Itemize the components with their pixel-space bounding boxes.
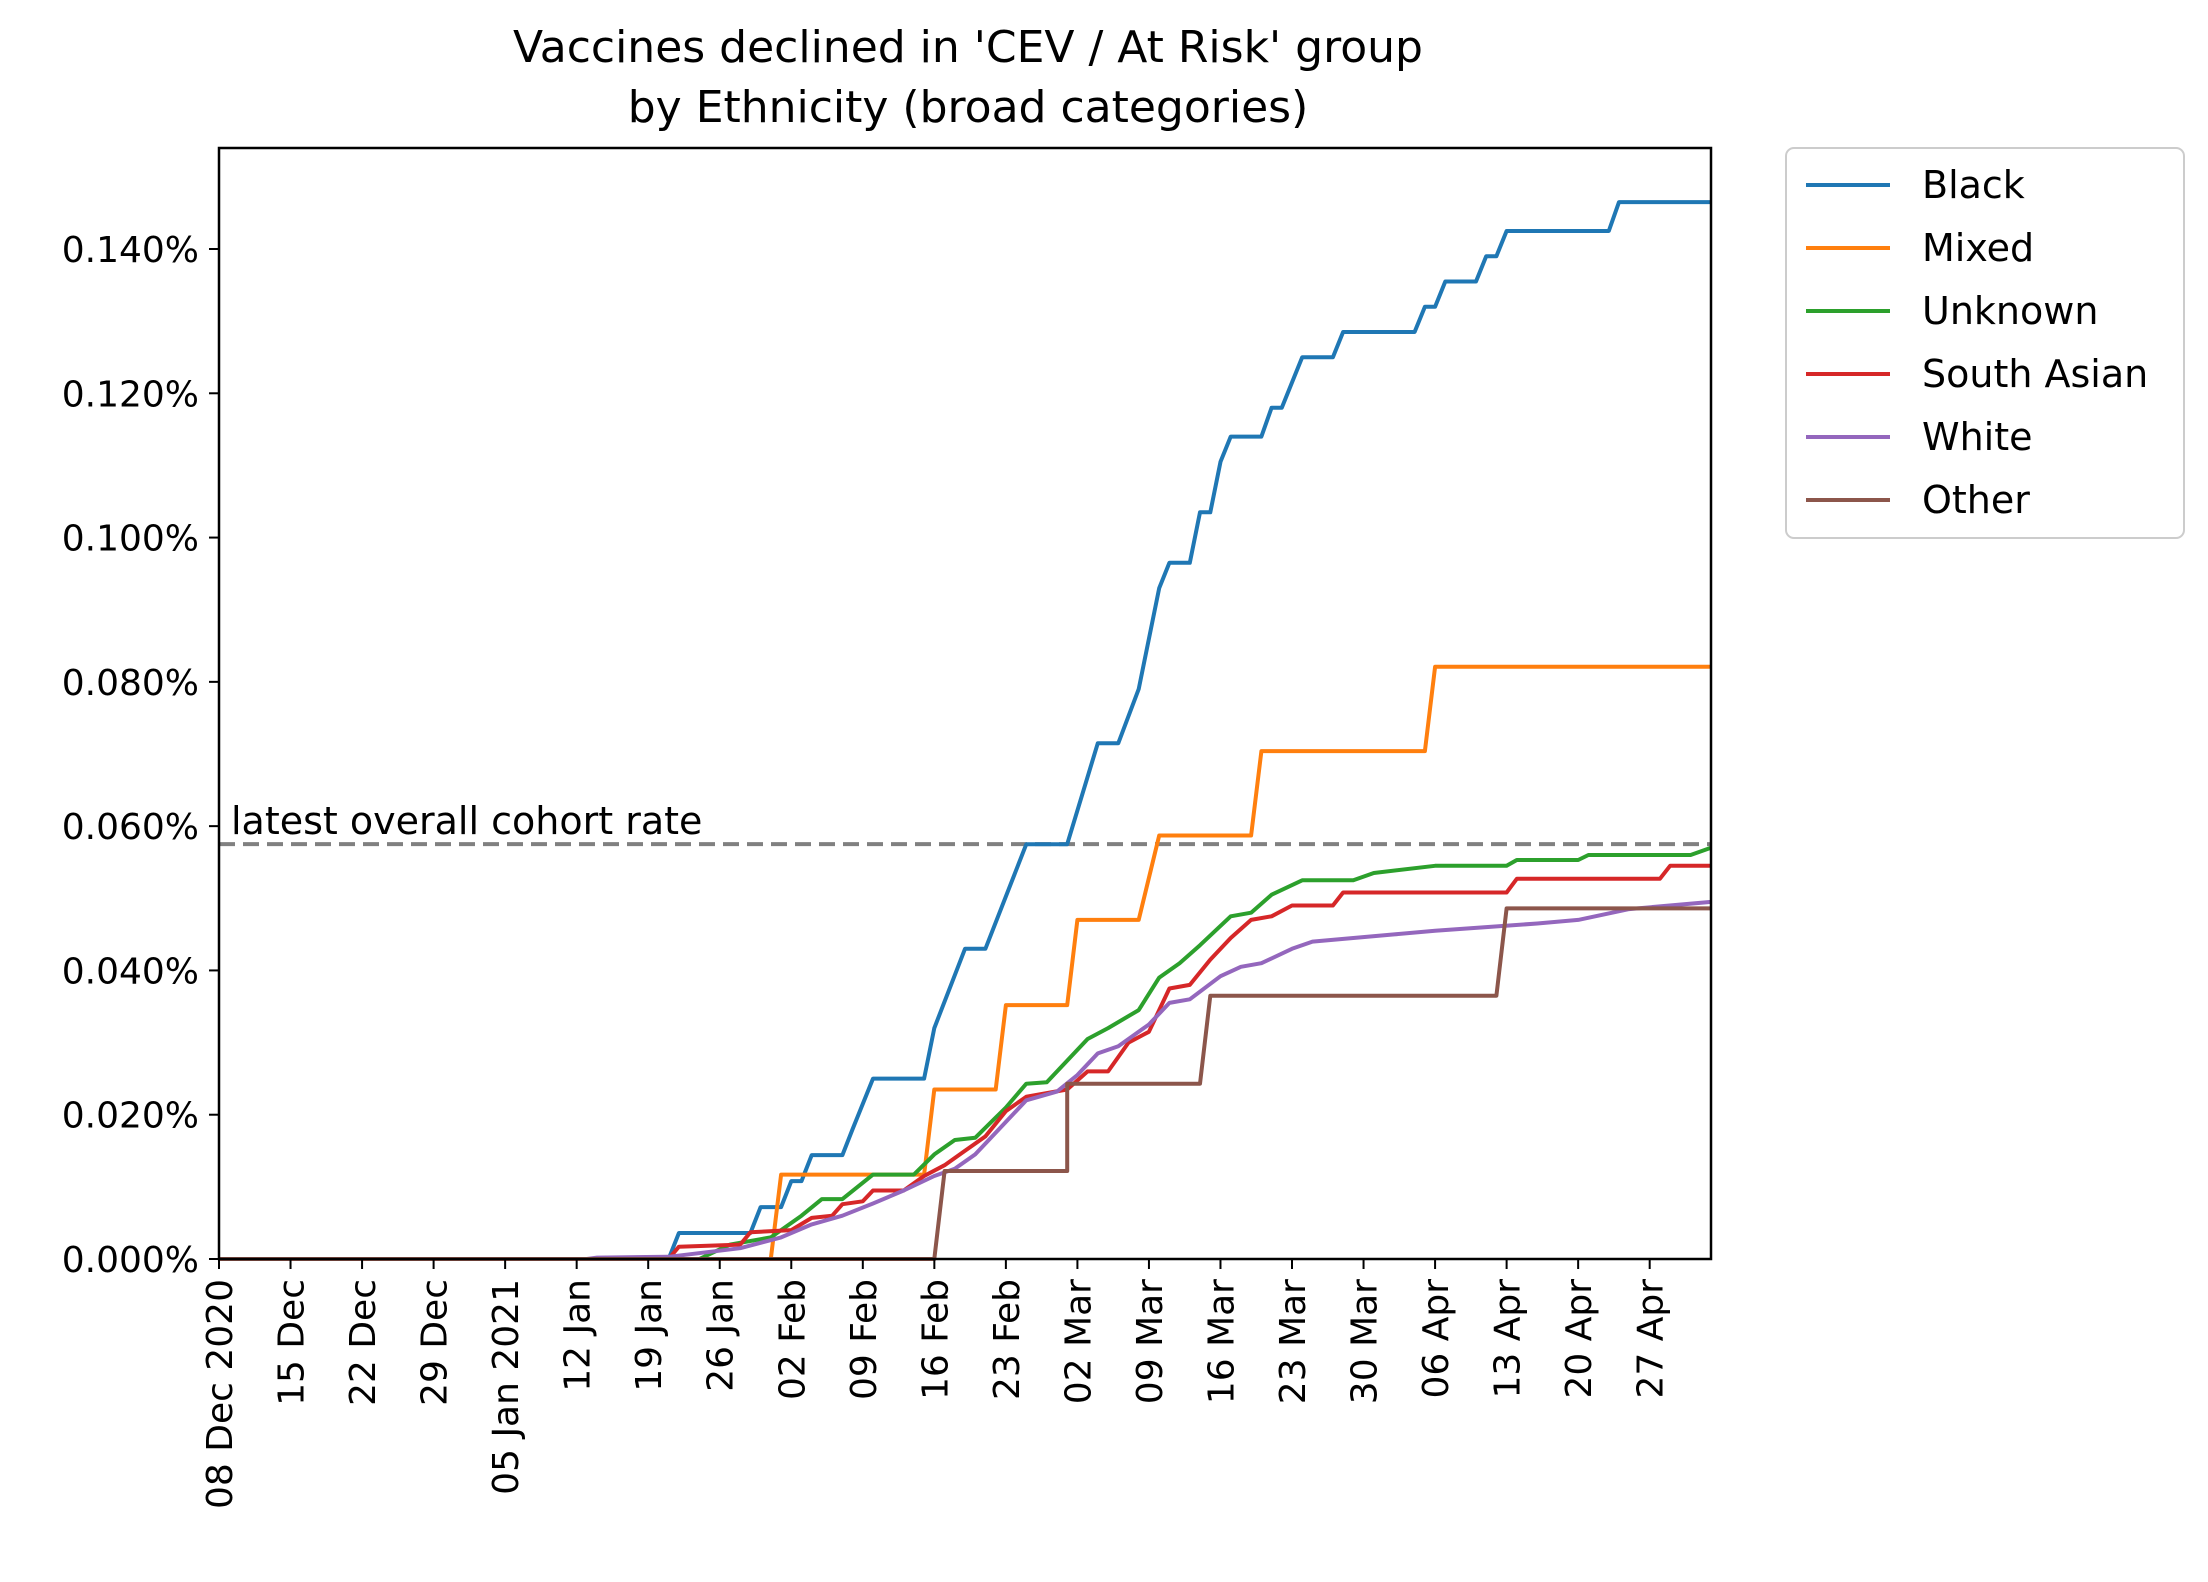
- x-tick-label: 27 Apr: [1631, 1279, 1672, 1399]
- series-line-other: [219, 906, 1711, 1261]
- legend-label-mixed: Mixed: [1922, 226, 2034, 270]
- legend-label-other: Other: [1922, 478, 2030, 522]
- x-tick-label: 02 Feb: [772, 1279, 813, 1400]
- x-tick-label: 13 Apr: [1488, 1279, 1529, 1399]
- legend-label-black: Black: [1922, 163, 2025, 207]
- x-tick-label: 02 Mar: [1058, 1279, 1099, 1404]
- x-tick-label: 15 Dec: [272, 1279, 313, 1406]
- legend-label-white: White: [1922, 415, 2033, 459]
- x-tick-label: 22 Dec: [343, 1279, 384, 1406]
- x-tick-label: 16 Feb: [915, 1279, 956, 1400]
- x-tick-label: 29 Dec: [415, 1279, 456, 1406]
- y-tick-label: 0.080%: [62, 663, 199, 704]
- chart-subtitle: by Ethnicity (broad categories): [628, 82, 1309, 133]
- x-tick-label: 23 Feb: [987, 1279, 1028, 1400]
- x-tick-label: 09 Feb: [844, 1279, 885, 1400]
- plot-frame: [217, 146, 1713, 1261]
- axes: 0.000% 0.020% 0.040% 0.060% 0.080% 0.100% 0.12…: [62, 146, 1713, 1509]
- x-tick-label: 26 Jan: [701, 1279, 742, 1392]
- series-line-black: [219, 200, 1711, 1261]
- chart-title: Vaccines declined in 'CEV / At Risk' gro…: [513, 22, 1423, 73]
- x-tick-label: 16 Mar: [1201, 1279, 1242, 1404]
- reference-line-label: latest overall cohort rate: [231, 799, 702, 843]
- x-tick-label: 09 Mar: [1130, 1279, 1171, 1404]
- series-line-mixed: [219, 664, 1711, 1261]
- legend: Black Mixed Unknown South Asian White Other: [1785, 147, 2185, 539]
- x-tick-label: 05 Jan 2021: [486, 1279, 527, 1495]
- x-tick-label: 30 Mar: [1345, 1279, 1386, 1404]
- legend-label-south-asian: South Asian: [1922, 352, 2148, 396]
- x-tick-label: 06 Apr: [1416, 1279, 1457, 1399]
- y-tick-label: 0.020%: [62, 1096, 199, 1137]
- series-line-unknown: [219, 845, 1712, 1261]
- y-tick-label: 0.060%: [62, 807, 199, 848]
- x-tick-label: 08 Dec 2020: [200, 1279, 241, 1509]
- x-tick-label: 23 Mar: [1273, 1279, 1314, 1404]
- series-line-white: [219, 899, 1712, 1261]
- legend-box: [1785, 147, 2185, 539]
- y-tick-label: 0.000%: [62, 1240, 199, 1281]
- y-tick-label: 0.120%: [62, 374, 199, 415]
- series-layer: [219, 200, 1712, 1261]
- y-tick-label: 0.040%: [62, 951, 199, 992]
- legend-label-unknown: Unknown: [1922, 289, 2098, 333]
- reference-line-group: latest overall cohort rate: [219, 799, 1711, 847]
- y-tick-label: 0.140%: [62, 230, 199, 271]
- x-tick-label: 12 Jan: [558, 1279, 599, 1392]
- series-line-south-asian: [219, 863, 1711, 1261]
- x-tick-label: 20 Apr: [1559, 1279, 1600, 1399]
- x-tick-label: 19 Jan: [629, 1279, 670, 1392]
- y-tick-label: 0.100%: [62, 519, 199, 560]
